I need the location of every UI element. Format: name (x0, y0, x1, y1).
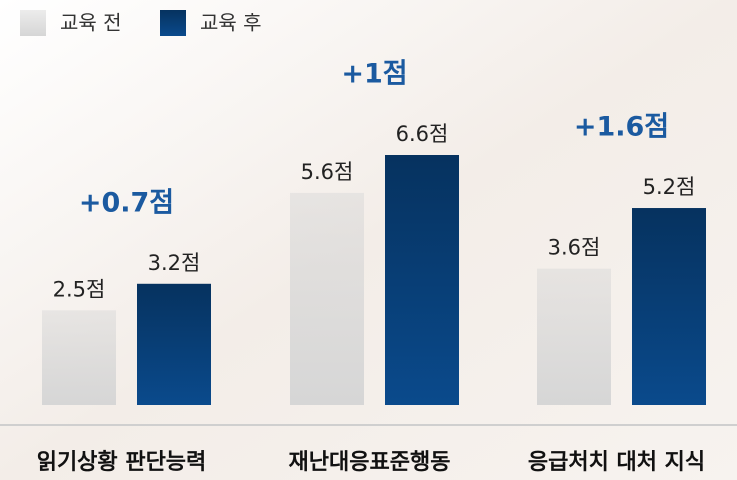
legend-label: 교육 후 (200, 11, 262, 35)
bar (290, 192, 364, 405)
legend-swatch (160, 10, 186, 36)
value-label: 5.2점 (643, 175, 696, 199)
category-label: 읽기상황 판단능력 (37, 450, 207, 475)
annotation: +1점 (341, 59, 407, 90)
value-label: 3.2점 (148, 251, 201, 275)
value-label: 3.6점 (548, 236, 601, 260)
category-label: 재난대응표준행동 (289, 450, 451, 475)
bar (632, 208, 706, 405)
legend-label: 교육 전 (60, 11, 122, 35)
bar (537, 268, 611, 405)
category-label: 응급처치 대처 지식 (528, 450, 705, 475)
bar (385, 155, 459, 405)
value-label: 6.6점 (396, 122, 449, 146)
legend-swatch (20, 10, 46, 36)
bar (137, 283, 211, 405)
value-label: 2.5점 (53, 277, 106, 301)
annotation: +0.7점 (79, 187, 174, 218)
value-label: 5.6점 (301, 160, 354, 184)
annotation: +1.6점 (574, 112, 669, 143)
bar (42, 310, 116, 405)
